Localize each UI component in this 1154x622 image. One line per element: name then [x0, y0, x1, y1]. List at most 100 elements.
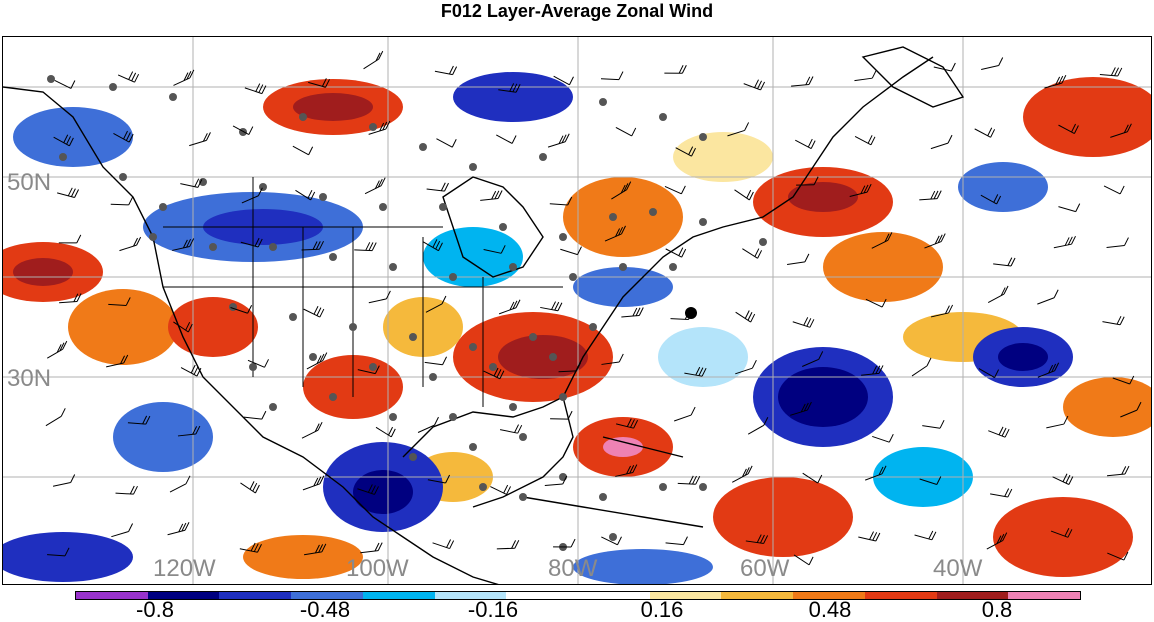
wind-barb [664, 185, 686, 195]
newfoundland [861, 46, 965, 108]
station-dot [169, 93, 177, 101]
barb-staff [173, 321, 189, 333]
barb-flag [257, 187, 263, 196]
wind-barb [871, 232, 893, 249]
wind-barb [540, 301, 563, 312]
positive-region [788, 182, 858, 212]
barb-flag [987, 127, 993, 136]
wind-barb [115, 485, 138, 495]
barb-flag [444, 182, 449, 192]
barb-staff [802, 472, 819, 484]
wind-barb [922, 419, 945, 429]
barb-flag [322, 352, 328, 361]
barb-flag [756, 534, 762, 543]
wind-barb [239, 542, 262, 553]
barb-staff [930, 142, 949, 150]
wind-barb [368, 120, 391, 135]
barb-flag [878, 466, 884, 476]
station-dot [109, 83, 117, 91]
barb-flag [869, 531, 874, 540]
barb-flag [757, 80, 762, 90]
barb-flag [189, 238, 195, 247]
wind-barb [173, 69, 195, 86]
station-dot [609, 213, 617, 221]
barb-staff [1120, 409, 1138, 418]
wind-barb [1050, 527, 1073, 538]
negative-region [3, 532, 133, 582]
barb-flag [197, 179, 203, 188]
barb-flag [881, 465, 887, 475]
station-dot [429, 373, 437, 381]
barb-flag [800, 403, 806, 413]
barb-flag [621, 225, 626, 235]
barb-flag [990, 129, 996, 138]
barb-flag [1003, 285, 1009, 295]
barb-flag [133, 237, 138, 247]
barb-flag [128, 196, 134, 206]
barb-flag [374, 180, 380, 189]
wind-barb [173, 321, 193, 333]
wind-barb [790, 401, 812, 416]
barb-flag [1116, 315, 1122, 325]
barb-flag [626, 181, 632, 190]
barb-flag [66, 136, 71, 145]
station-dot [559, 393, 567, 401]
barb-flag [763, 535, 769, 544]
wind-barb [854, 135, 876, 146]
barb-flag [1117, 67, 1123, 77]
barb-flag [67, 187, 73, 197]
barb-flag [264, 359, 269, 368]
barb-flag [998, 57, 1004, 66]
barb-staff [919, 478, 937, 485]
barb-flag [385, 290, 391, 300]
barb-staff [243, 416, 262, 420]
barb-flag [994, 369, 1000, 378]
wind-barb [483, 245, 506, 254]
barb-flag [382, 121, 388, 131]
barb-staff [247, 359, 265, 368]
barb-flag [192, 426, 198, 435]
barb-flag [185, 321, 191, 331]
wind-barb [560, 246, 582, 256]
barb-staff [734, 189, 750, 201]
wind-barb [914, 530, 937, 541]
positive-region [498, 335, 588, 379]
barb-staff [802, 358, 819, 367]
wind-barb [490, 484, 511, 495]
barb-flag [441, 295, 447, 305]
barb-staff [295, 189, 311, 201]
barb-flag [695, 366, 701, 376]
barb-flag [206, 132, 211, 141]
wind-barb [59, 293, 82, 304]
barb-flag [808, 76, 814, 85]
negative-region [453, 72, 573, 122]
barb-staff [483, 248, 502, 254]
colorbar [75, 591, 1081, 600]
barb-flag [195, 425, 201, 435]
wind-barb [684, 366, 707, 377]
barb-flag [680, 185, 686, 195]
barb-flag [496, 369, 502, 378]
station-dot [209, 243, 217, 251]
wind-barb [357, 365, 380, 375]
station-dot [47, 75, 55, 83]
barb-flag [316, 476, 322, 486]
barb-flag [254, 484, 260, 494]
barb-staff [232, 125, 250, 135]
negative-region [423, 227, 523, 287]
barb-flag [618, 226, 623, 236]
wind-barb [498, 299, 521, 315]
wind-barb [993, 257, 1016, 267]
wind-barb [177, 425, 201, 437]
station-dot [319, 193, 327, 201]
colorbar-swatch [864, 592, 937, 599]
graticule [3, 37, 1151, 584]
barb-staff [1046, 423, 1065, 429]
wind-barb [167, 522, 190, 536]
barb-flag [255, 83, 261, 92]
wind-barb [732, 465, 753, 483]
wind-barb [427, 474, 451, 484]
barb-flag [509, 83, 515, 92]
barb-flag [70, 80, 76, 89]
wind-barb [858, 531, 881, 542]
